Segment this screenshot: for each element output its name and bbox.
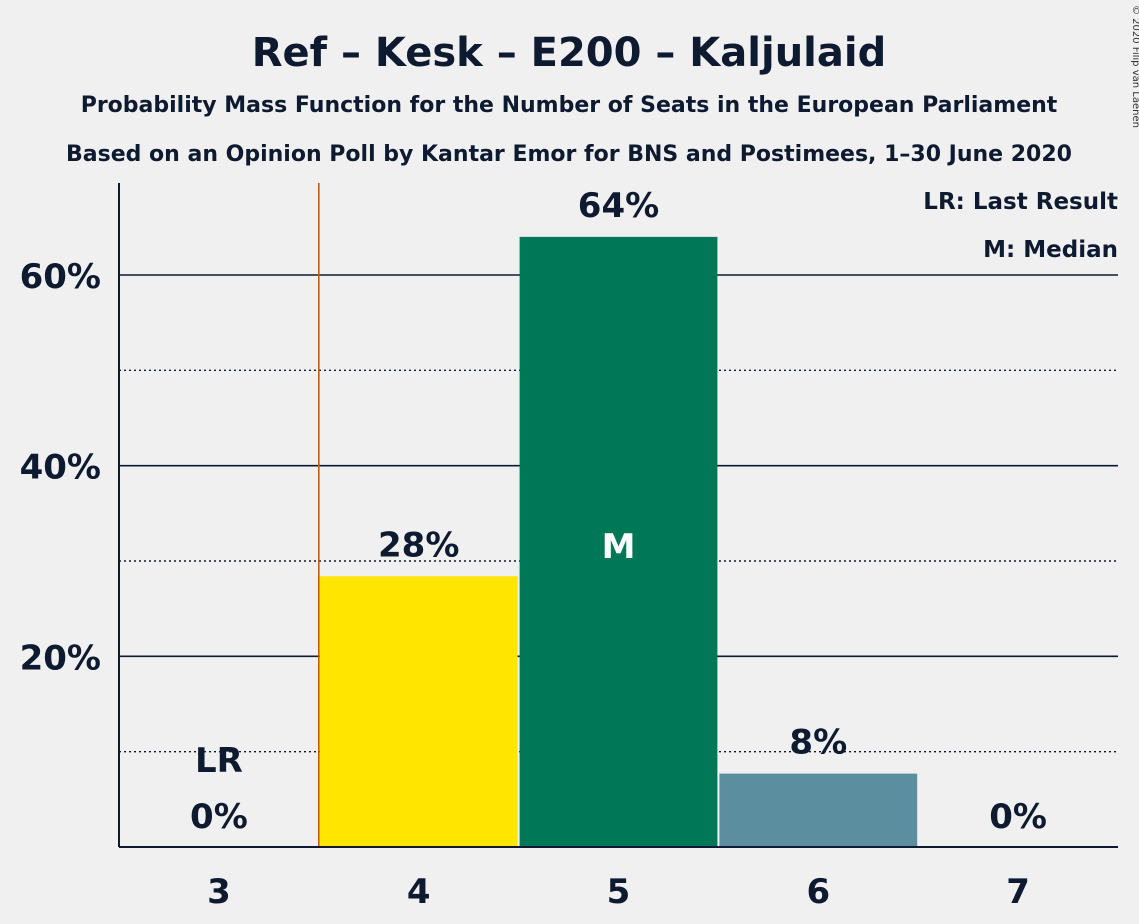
legend-median: M: Median <box>983 237 1118 263</box>
chart-source-subtitle: Based on an Opinion Poll by Kantar Emor … <box>66 142 1072 167</box>
data-label: 28% <box>378 525 459 565</box>
x-tick-label: 4 <box>407 872 431 912</box>
y-tick-label: 60% <box>20 257 101 297</box>
y-tick-label: 20% <box>20 638 101 678</box>
x-tick-label: 5 <box>607 872 631 912</box>
y-tick-label: 40% <box>20 448 101 488</box>
data-label: 0% <box>190 797 248 837</box>
copyright-notice: © 2020 Filip van Laenen <box>1130 5 1139 128</box>
x-tick-label: 6 <box>806 872 830 912</box>
data-labels: 0% 3 LR 28% 4 64% 5 M 8% 6 0% 7 <box>190 186 1047 912</box>
bar-seat-4 <box>319 576 518 847</box>
bar-seat-6 <box>719 773 918 847</box>
data-label: 64% <box>578 186 659 226</box>
x-tick-label: 7 <box>1006 872 1030 912</box>
x-tick-label: 3 <box>207 872 231 912</box>
data-label: 8% <box>789 723 847 763</box>
bar-seat-5 <box>519 236 718 847</box>
data-label: 0% <box>989 797 1047 837</box>
last-result-marker: LR <box>195 741 243 781</box>
bars <box>319 236 918 847</box>
chart-subtitle: Probability Mass Function for the Number… <box>81 93 1058 118</box>
axes <box>118 183 1118 848</box>
median-marker: M <box>602 527 636 567</box>
chart-title: Ref – Kesk – E200 – Kaljulaid <box>252 30 886 76</box>
legend-last-result: LR: Last Result <box>923 189 1118 215</box>
